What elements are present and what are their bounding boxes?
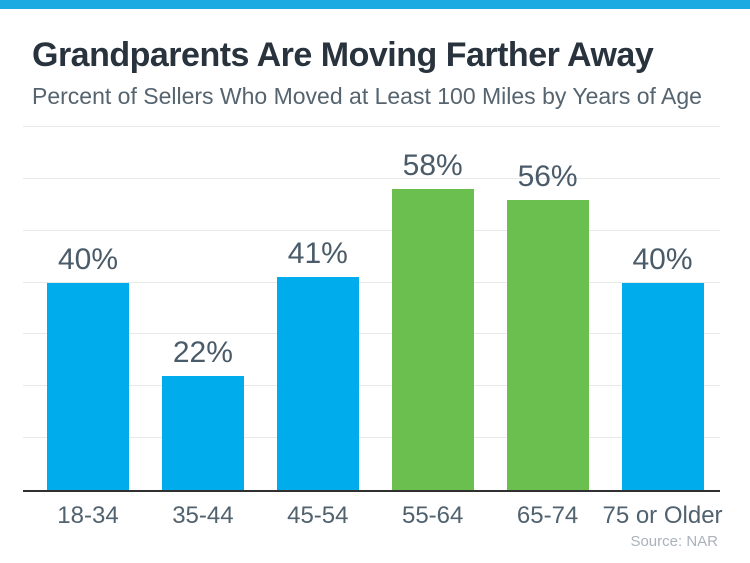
bar-55-64 bbox=[391, 189, 474, 490]
chart-title: Grandparents Are Moving Farther Away bbox=[32, 36, 654, 74]
gridline-60-percent bbox=[23, 177, 720, 179]
gridline-30-percent bbox=[23, 333, 720, 335]
bar-18-34 bbox=[47, 282, 129, 490]
source-attribution: Source: NAR bbox=[630, 533, 718, 550]
value-label-65-74: 56% bbox=[517, 159, 578, 193]
bar-65-74 bbox=[506, 199, 589, 490]
value-label-45-54: 41% bbox=[287, 237, 348, 271]
gridline-40-percent bbox=[23, 281, 720, 283]
value-label-35-44: 22% bbox=[172, 335, 233, 369]
category-label-35-44: 35-44 bbox=[172, 502, 234, 529]
category-label-65-74: 65-74 bbox=[516, 502, 579, 529]
bar-45-54 bbox=[276, 277, 359, 490]
top-accent-strip bbox=[0, 0, 750, 9]
value-label-55-64: 58% bbox=[402, 149, 463, 183]
bar-chart-plot-area: 40% 18-34 22% 35-44 41% 45-54 58% 55-64 56% 65-74… bbox=[23, 126, 723, 529]
category-label-45-54: 45-54 bbox=[287, 502, 349, 529]
category-label-18-34: 18-34 bbox=[57, 502, 119, 529]
gridline-10-percent bbox=[23, 437, 720, 439]
gridline-70-percent bbox=[23, 126, 720, 127]
x-axis-line bbox=[23, 490, 720, 492]
category-label-55-64: 55-64 bbox=[401, 502, 464, 529]
value-label-18-34: 40% bbox=[57, 242, 119, 276]
bar-75 or Older bbox=[621, 282, 704, 490]
category-label-75 or Older: 75 or Older bbox=[602, 502, 723, 529]
chart-subtitle: Percent of Sellers Who Moved at Least 10… bbox=[32, 83, 702, 109]
value-label-75 or Older: 40% bbox=[632, 242, 693, 276]
gridline-50-percent bbox=[23, 229, 720, 231]
bar-35-44 bbox=[161, 375, 244, 490]
gridline-20-percent bbox=[23, 385, 720, 387]
